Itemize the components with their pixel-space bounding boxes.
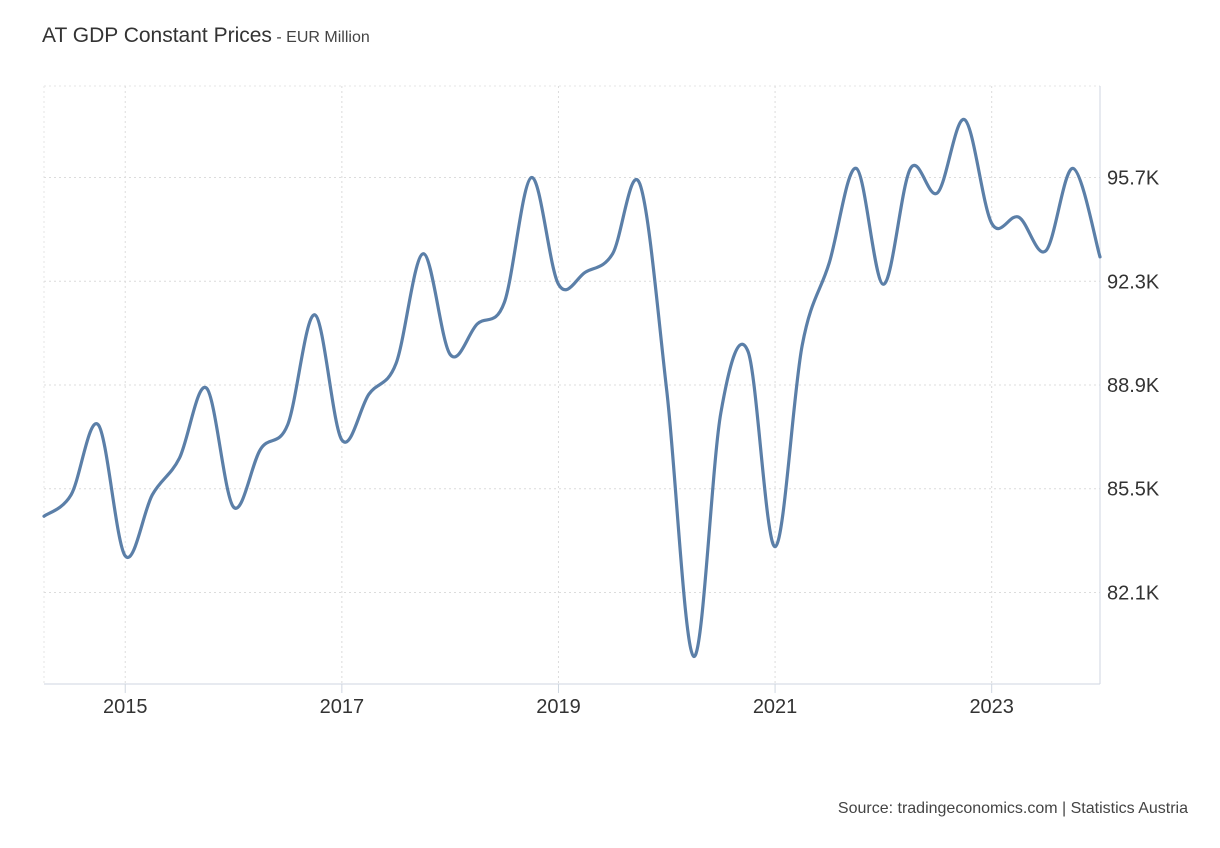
x-tick-label: 2021 [753, 696, 798, 718]
y-tick-label: 82.1K [1107, 582, 1160, 604]
x-tick-label: 2017 [320, 696, 365, 718]
series-line-0 [42, 117, 1102, 659]
x-tick-label: 2019 [536, 696, 581, 718]
x-tick-label: 2015 [103, 696, 148, 718]
axes [44, 86, 1101, 685]
series-layer [42, 117, 1102, 659]
x-axis-ticks: 2015 2017 2019 2021 2023 [103, 684, 1014, 718]
y-tick-label: 95.7K [1107, 168, 1160, 190]
grid-lines [43, 85, 1100, 684]
y-tick-label: 92.3K [1107, 271, 1160, 293]
chart-title-block: AT GDP Constant Prices - EUR Million [42, 24, 370, 48]
chart-title: AT GDP Constant Prices [42, 24, 272, 47]
y-tick-label: 88.9K [1107, 375, 1160, 397]
y-tick-label: 85.5K [1107, 479, 1160, 501]
chart-source: Source: tradingeconomics.com | Statistic… [837, 800, 1188, 817]
line-chart: 2015 2017 2019 2021 2023 82.1K 85.5K 88.9K 92.3… [42, 85, 1160, 718]
y-axis-ticks: 82.1K 85.5K 88.9K 92.3K 95.7K [1107, 168, 1160, 605]
chart-subtitle: - EUR Million [276, 29, 370, 46]
x-tick-label: 2023 [969, 696, 1014, 718]
